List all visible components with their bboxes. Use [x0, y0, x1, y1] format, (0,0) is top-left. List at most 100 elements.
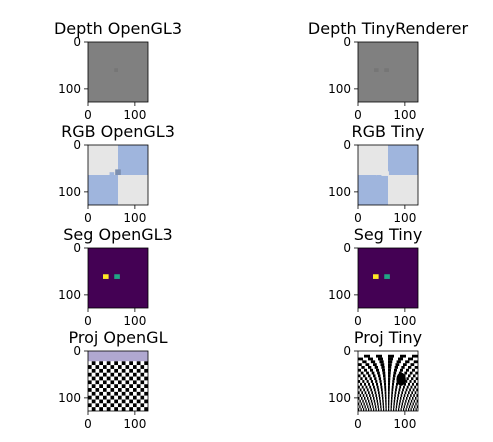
checker-cell [388, 396, 390, 400]
checker-cell [402, 388, 404, 392]
checker-cell [133, 391, 137, 396]
checker-cell [360, 377, 363, 381]
checker-cell [388, 368, 391, 372]
checker-cell [381, 366, 385, 369]
checker-cell [379, 380, 382, 383]
checker-cell [403, 363, 407, 366]
checker-cell [99, 403, 103, 408]
checker-cell [395, 363, 400, 366]
checker-cell [365, 408, 367, 411]
checker-cell [359, 394, 362, 397]
checker-cell [375, 394, 377, 397]
checker-cell [91, 361, 96, 366]
checker-cell [401, 405, 403, 409]
checker-cell [377, 388, 380, 392]
y-tick-label: 100 [328, 185, 351, 199]
checker-cell [405, 388, 408, 392]
checker-cell [395, 385, 398, 389]
checker-cell [125, 376, 130, 381]
checker-cell [412, 402, 414, 406]
checker-cell [388, 377, 391, 381]
checker-cell [95, 407, 100, 411]
checker-cell [382, 371, 386, 375]
checker-cell [366, 402, 368, 406]
checker-cell [388, 366, 392, 369]
checker-cell [388, 394, 390, 397]
checker-cell [125, 388, 130, 392]
checker-cell [129, 395, 133, 400]
checker-cell [91, 380, 96, 385]
checker-cell [384, 388, 387, 392]
checker-cell [136, 391, 141, 396]
checker-cell [408, 366, 412, 369]
checker-cell [136, 403, 141, 408]
checker-cell [392, 380, 395, 383]
checker-cell [376, 354, 382, 358]
y-tick-label: 0 [73, 241, 81, 255]
checker-cell [378, 394, 381, 397]
checker-cell [413, 374, 416, 378]
x-tick-label: 100 [393, 314, 416, 328]
checker-cell [406, 396, 408, 400]
checker-cell [411, 405, 413, 409]
y-tick-label: 100 [58, 391, 81, 405]
x-tick-label: 100 [123, 108, 146, 122]
checker-cell [140, 368, 145, 373]
checker-cell [373, 396, 375, 400]
checker-cell [358, 380, 361, 383]
checker-cell [395, 408, 397, 411]
checker-cell [364, 391, 367, 395]
checker-cell [103, 399, 107, 404]
checker-cell [376, 385, 379, 389]
checker-cell [363, 402, 365, 406]
checker-cell [365, 399, 367, 403]
checker-cell [362, 399, 364, 403]
checker-cell [110, 399, 115, 404]
checker-cell [410, 399, 413, 403]
checker-cell [133, 388, 137, 392]
checker-cell [401, 366, 405, 369]
checker-cell [140, 395, 145, 400]
checker-cell [388, 385, 390, 389]
checker-cell [374, 405, 377, 409]
checker-cell [412, 354, 418, 358]
checker-cell [401, 402, 403, 406]
checker-cell [103, 395, 107, 400]
checker-cell [400, 368, 403, 372]
checker-cell [406, 377, 409, 381]
checker-cell [106, 388, 111, 392]
checker-cell [140, 391, 145, 396]
checker-cell [88, 395, 92, 400]
checker-cell [125, 407, 130, 411]
y-tick-label: 0 [73, 344, 81, 358]
checker-cell [99, 365, 103, 369]
checker-cell [406, 405, 408, 409]
checker-cell [385, 405, 387, 409]
checker-cell [103, 384, 107, 389]
checker-cell [413, 394, 415, 397]
checker-cell [366, 371, 369, 375]
checker-cell [388, 374, 391, 378]
x-tick-label: 0 [354, 108, 362, 122]
checker-cell [121, 365, 126, 369]
checker-cell [129, 388, 133, 392]
checker-cell [415, 371, 418, 375]
checker-cell [413, 380, 416, 383]
checker-cell [136, 399, 141, 404]
y-tick-label: 100 [58, 288, 81, 302]
checker-cell [409, 371, 413, 375]
checker-cell [95, 380, 100, 385]
subplot-title: Seg OpenGL3 [63, 225, 172, 244]
checker-cell [380, 388, 383, 392]
checker-cell [388, 382, 390, 386]
checker-cell [381, 391, 383, 395]
axes-frame [87, 41, 149, 103]
checker-cell [140, 399, 145, 404]
checker-cell [415, 408, 417, 411]
checker-cell [91, 368, 96, 373]
checker-cell [416, 382, 418, 386]
checker-cell [388, 380, 391, 383]
rgb-object-2 [376, 175, 382, 179]
